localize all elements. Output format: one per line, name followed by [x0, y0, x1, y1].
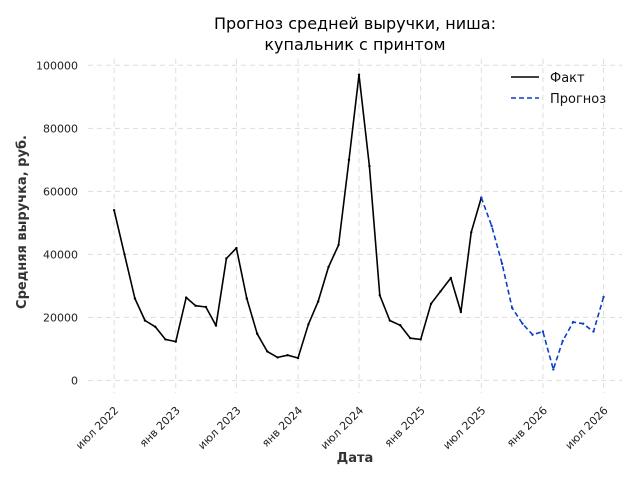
data-point — [459, 310, 463, 314]
x-tick-label: янв 2024 — [259, 404, 305, 450]
y-tick-label: 40000 — [43, 248, 78, 261]
x-tick-label: янв 2023 — [137, 404, 183, 450]
chart-title-line-2: купальник с принтом — [264, 35, 445, 54]
data-point — [581, 322, 585, 325]
data-point — [429, 302, 433, 306]
data-point — [510, 306, 514, 310]
data-point — [347, 158, 351, 162]
data-point — [133, 297, 137, 300]
data-point — [266, 350, 269, 353]
data-point — [409, 336, 412, 340]
data-point — [419, 338, 422, 341]
data-point — [255, 332, 259, 335]
data-point — [154, 325, 157, 329]
data-point — [235, 246, 238, 250]
data-point — [296, 356, 300, 360]
data-point — [174, 340, 177, 343]
grid — [88, 59, 622, 393]
data-point — [470, 231, 473, 234]
data-point — [531, 333, 534, 336]
data-point — [194, 304, 197, 307]
data-point — [561, 339, 564, 343]
data-point — [602, 295, 605, 299]
data-point — [541, 330, 545, 333]
data-point — [214, 324, 218, 327]
data-point — [357, 73, 361, 76]
y-tick-label: 60000 — [43, 185, 78, 198]
data-point — [164, 338, 167, 341]
y-tick-label: 80000 — [43, 122, 78, 135]
x-tick-label: июл 2022 — [73, 404, 121, 452]
x-tick-label: янв 2026 — [504, 404, 550, 450]
data-point — [521, 322, 524, 325]
data-point — [500, 262, 504, 266]
y-tick-label: 20000 — [43, 311, 78, 324]
x-tick-label: июл 2026 — [563, 404, 611, 452]
data-point — [286, 353, 289, 357]
data-point — [307, 323, 310, 326]
data-point — [245, 297, 248, 300]
data-point — [225, 257, 228, 260]
data-point — [143, 319, 147, 322]
data-point — [316, 300, 320, 303]
data-point — [490, 224, 493, 228]
data-point — [439, 290, 442, 293]
data-point — [327, 265, 330, 269]
y-tick-labels: 0 20000 40000 60000 80000 100000 — [36, 59, 78, 387]
series-lines — [112, 73, 605, 371]
data-point — [123, 253, 126, 256]
y-axis-label: Средняя выручка, руб. — [15, 135, 30, 309]
legend-label: Факт — [550, 71, 585, 86]
y-tick-label: 100000 — [36, 59, 78, 72]
legend: Факт Прогноз — [511, 71, 606, 107]
y-tick-label: 0 — [71, 374, 78, 387]
data-point — [337, 243, 340, 247]
data-point — [378, 294, 381, 297]
data-point — [276, 356, 279, 359]
data-point — [480, 196, 483, 199]
data-point — [449, 276, 453, 280]
x-tick-label: июл 2025 — [440, 404, 488, 452]
data-point — [552, 368, 555, 371]
data-point — [112, 209, 116, 212]
data-point — [571, 320, 575, 324]
x-tick-labels: июл 2022 янв 2023 июл 2023 янв 2024 июл 2024… — [73, 404, 610, 452]
x-tick-label: янв 2025 — [382, 404, 428, 450]
data-point — [184, 296, 188, 299]
legend-label: Прогноз — [550, 92, 606, 107]
data-point — [388, 319, 392, 322]
data-point — [592, 330, 595, 333]
chart-title-line-1: Прогноз средней выручки, ниша: — [214, 14, 496, 33]
data-point — [204, 305, 208, 309]
data-point — [399, 324, 402, 327]
data-point — [368, 164, 371, 168]
x-tick-label: июл 2024 — [318, 404, 366, 452]
x-tick-label: июл 2023 — [195, 404, 243, 452]
x-axis-label: Дата — [337, 451, 374, 466]
